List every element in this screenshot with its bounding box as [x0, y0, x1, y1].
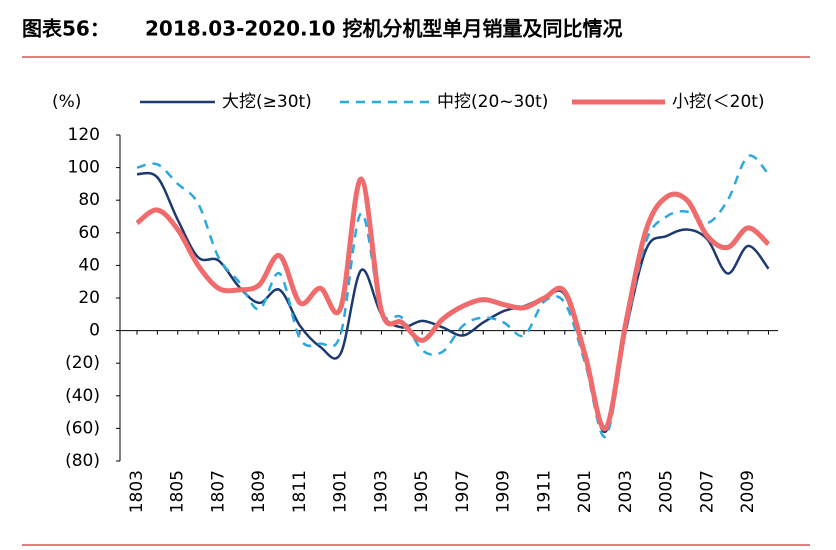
y-tick-label: (60) — [65, 418, 100, 438]
chart-title: 2018.03-2020.10 挖机分机型单月销量及同比情况 — [145, 17, 622, 41]
y-tick-label: 0 — [89, 321, 100, 341]
legend-label: 大挖(≥30t) — [222, 92, 312, 112]
y-axis-label: (%) — [52, 92, 81, 112]
x-tick-label: 2009 — [738, 470, 758, 513]
y-tick-label: 120 — [68, 125, 100, 145]
x-tick-label: 1907 — [453, 470, 473, 513]
x-tick-label: 1803 — [127, 470, 147, 513]
y-tick-label: (80) — [65, 451, 100, 471]
x-tick-label: 2001 — [575, 470, 595, 513]
x-tick-label: 1901 — [331, 470, 351, 513]
x-tick-label: 2007 — [697, 470, 717, 513]
x-tick-label: 1909 — [494, 470, 514, 513]
series-line — [136, 154, 770, 438]
legend-label: 小挖(＜20t) — [672, 92, 765, 112]
legend-label: 中挖(20~30t) — [437, 92, 548, 112]
x-tick-label: 1905 — [412, 470, 432, 513]
figure-label: 图表56： — [22, 17, 110, 41]
y-tick-label: 20 — [78, 288, 100, 308]
y-tick-label: 100 — [68, 158, 100, 178]
y-tick-label: (40) — [65, 386, 100, 406]
x-tick-label: 1807 — [208, 470, 228, 513]
x-tick-label: 1811 — [290, 470, 310, 513]
y-tick-label: (20) — [65, 353, 100, 373]
y-tick-label: 60 — [78, 223, 100, 243]
x-tick-label: 1809 — [249, 470, 269, 513]
y-tick-label: 80 — [78, 190, 100, 210]
series-line — [136, 171, 770, 433]
y-tick-label: 40 — [78, 255, 100, 275]
x-tick-label: 2003 — [616, 470, 636, 513]
x-tick-label: 2005 — [657, 470, 677, 513]
x-tick-label: 1903 — [371, 470, 391, 513]
series-line — [135, 176, 771, 431]
x-tick-label: 1805 — [168, 470, 188, 513]
x-tick-label: 1911 — [534, 470, 554, 513]
